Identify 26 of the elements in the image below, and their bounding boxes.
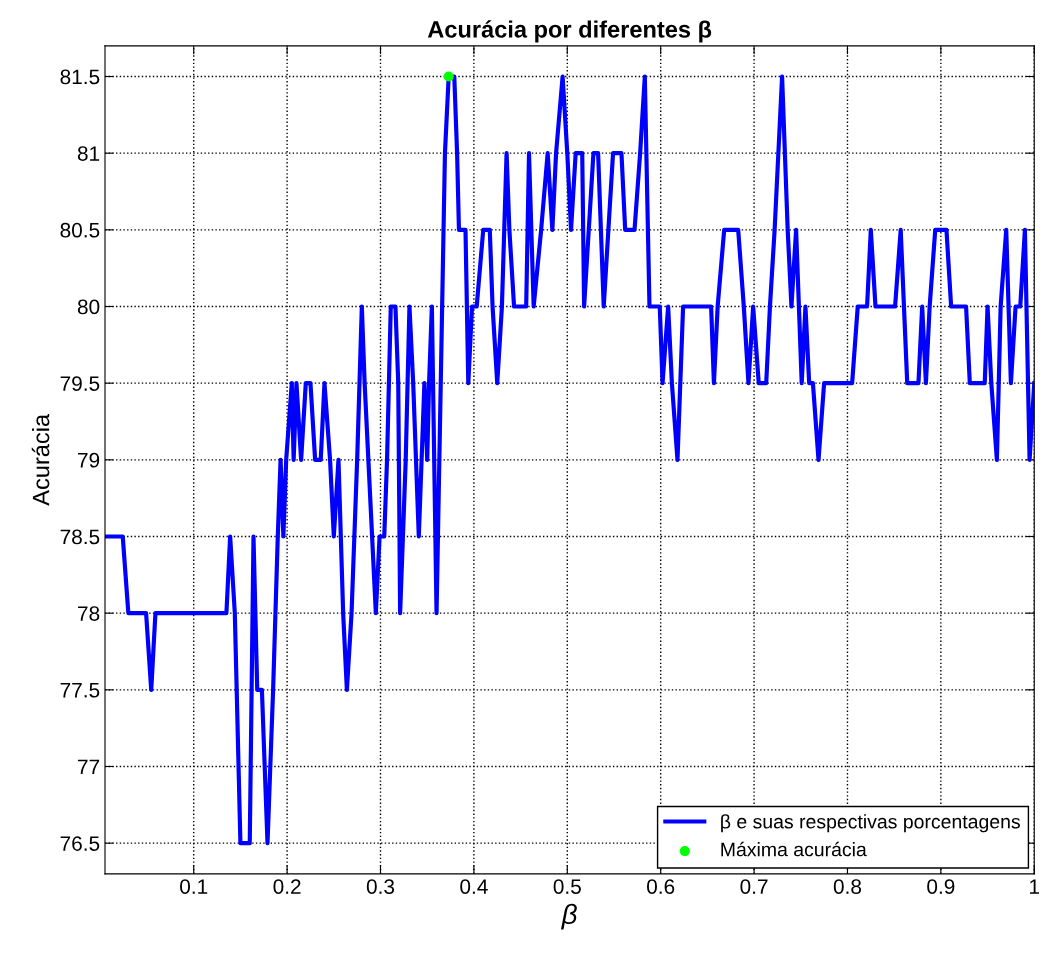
x-axis-title: β <box>561 903 577 930</box>
legend-label: β e suas respectivas porcentagens <box>721 814 1020 833</box>
x-tick-label: 1 <box>1030 879 1040 894</box>
y-tick-label: 80 <box>77 299 100 315</box>
x-tick-label: 0.7 <box>740 879 768 894</box>
x-tick-label: 0.4 <box>460 879 488 894</box>
x-tick-label: 0.8 <box>833 879 862 894</box>
y-tick-label: 81 <box>77 146 100 161</box>
y-tick-label: 78 <box>78 606 100 621</box>
x-tick-label: 0.2 <box>273 879 301 894</box>
x-tick-label: 0.5 <box>553 879 581 894</box>
y-tick-label: 77.5 <box>60 683 100 698</box>
x-tick-label: 0.9 <box>927 879 955 894</box>
y-tick-label: 78.5 <box>60 529 100 545</box>
y-tick-label: 79.5 <box>60 376 100 391</box>
chart-title: Acurácia por diferentes β <box>427 20 712 43</box>
y-tick-label: 79 <box>78 452 100 468</box>
x-tick-label: 0.1 <box>180 879 208 894</box>
legend-label: Máxima acurácia <box>721 841 867 857</box>
y-tick-label: 77 <box>78 759 100 775</box>
x-tick-label: 0.3 <box>366 879 395 894</box>
y-tick-label: 76.5 <box>60 836 100 851</box>
x-tick-label: 0.6 <box>647 879 675 894</box>
y-tick-label: 80.5 <box>60 222 100 238</box>
y-tick-label: 81.5 <box>60 69 100 85</box>
y-axis-title: Acurácia <box>31 413 50 506</box>
